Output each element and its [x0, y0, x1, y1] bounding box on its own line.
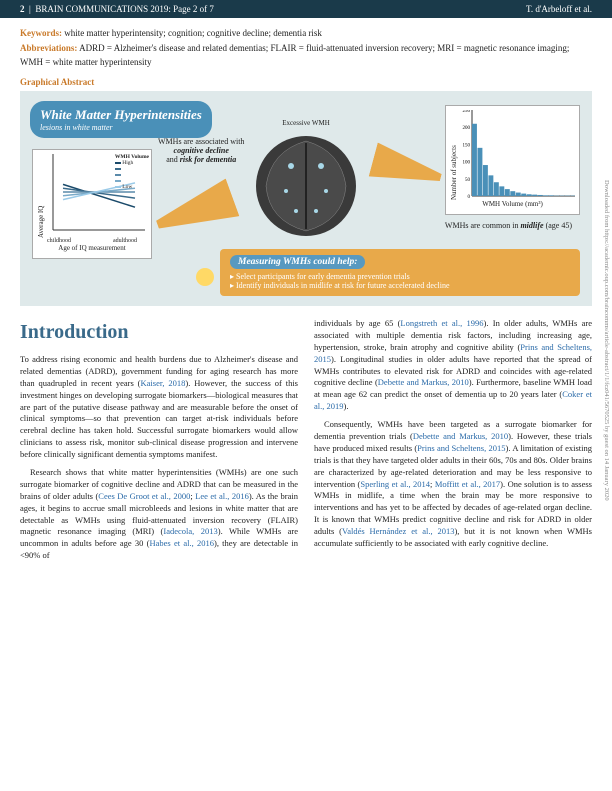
measuring-list: Select participants for early dementia p… — [230, 272, 570, 290]
svg-text:50: 50 — [465, 178, 471, 183]
callout-right — [369, 143, 446, 195]
header-bar: 2 | BRAIN COMMUNICATIONS 2019: Page 2 of… — [0, 0, 612, 18]
download-attribution: Downloaded from https://academic.oup.com… — [603, 180, 610, 501]
left-column: Introduction To address rising economic … — [20, 318, 298, 568]
keywords-section: Keywords: white matter hyperintensity; c… — [0, 18, 612, 42]
wmh-subtitle: lesions in white matter — [40, 123, 202, 132]
para3: individuals by age 65 (Longstreth et al.… — [314, 318, 592, 413]
para1: To address rising economic and health bu… — [20, 354, 298, 461]
svg-text:0: 0 — [468, 195, 471, 200]
para2: Research shows that white matter hyperin… — [20, 467, 298, 562]
bar-chart-svg: 0 50 100 150 200 250 — [458, 110, 575, 210]
line-chart: Average IQ WMH Volume High Low childhood… — [32, 149, 152, 259]
keywords-text: white matter hyperintensity; cognition; … — [64, 28, 322, 38]
graphical-abstract-box: White Matter Hyperintensities lesions in… — [20, 91, 592, 306]
body-columns: Introduction To address rising economic … — [0, 318, 612, 568]
svg-text:100: 100 — [463, 161, 471, 166]
bar-chart: Number of subjects 050100150200250 WMH V… — [445, 105, 580, 215]
wmh-title-box: White Matter Hyperintensities lesions in… — [30, 101, 212, 138]
header-left: 2 | BRAIN COMMUNICATIONS 2019: Page 2 of… — [20, 4, 214, 14]
abbreviations-text: ADRD = Alzheimer's disease and related d… — [20, 43, 569, 67]
keywords-label: Keywords: — [20, 28, 62, 38]
measuring-box: Measuring WMHs could help: Select partic… — [220, 249, 580, 296]
svg-text:150: 150 — [463, 143, 471, 148]
para4: Consequently, WMHs have been targeted as… — [314, 419, 592, 550]
line-chart-legend: WMH Volume High Low — [115, 154, 149, 190]
measuring-item: Identify individuals in midlife at risk … — [230, 281, 570, 290]
brain-image — [241, 131, 371, 241]
abbreviations-label: Abbreviations: — [20, 43, 77, 53]
association-text: WMHs are associated with cognitive decli… — [158, 137, 244, 164]
bar-chart-ylabel: Number of subjects — [450, 110, 458, 200]
excessive-wmh-label: Excessive WMH — [282, 119, 330, 127]
introduction-heading: Introduction — [20, 318, 298, 346]
wmh-title: White Matter Hyperintensities — [40, 107, 202, 123]
line-chart-ylabel: Average IQ — [37, 154, 45, 238]
measuring-item: Select participants for early dementia p… — [230, 272, 570, 281]
graphical-abstract-label: Graphical Abstract — [20, 77, 592, 87]
callout-left — [151, 179, 240, 244]
abbreviations-section: Abbreviations: ADRD = Alzheimer's diseas… — [0, 42, 612, 77]
measuring-title: Measuring WMHs could help: — [230, 255, 365, 269]
line-chart-xcaption: Age of IQ measurement — [37, 244, 147, 252]
right-column: individuals by age 65 (Longstreth et al.… — [314, 318, 592, 568]
graphical-abstract: Graphical Abstract White Matter Hyperint… — [20, 77, 592, 306]
common-text: WMHs are common in midlife (age 45) — [445, 221, 572, 230]
svg-text:250: 250 — [463, 110, 471, 114]
lightbulb-icon — [196, 268, 214, 286]
header-author: T. d'Arbeloff et al. — [526, 4, 592, 14]
svg-text:200: 200 — [463, 126, 471, 131]
